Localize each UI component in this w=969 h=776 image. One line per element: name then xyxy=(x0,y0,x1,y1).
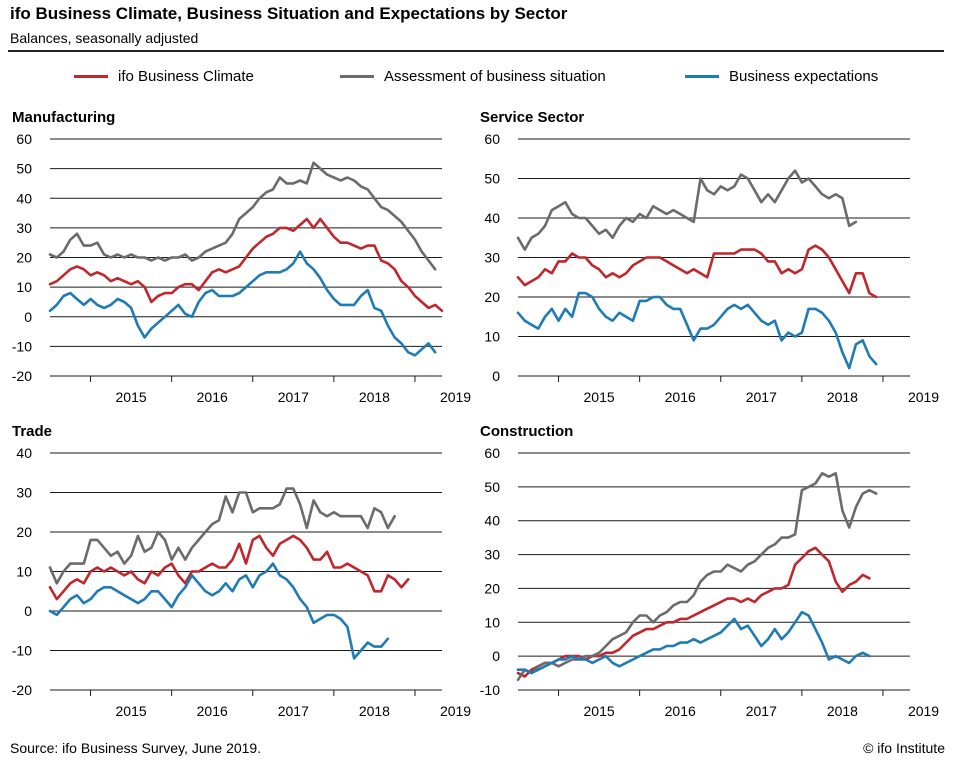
legend-item-expectations: Business expectations xyxy=(685,68,878,85)
chart-construction-svg: Construction -10 0 10 20 30 40 50 60 2015 2016 2017… xyxy=(480,423,940,719)
series-line-climate xyxy=(516,244,878,299)
x-tick-label: 2018 xyxy=(359,703,390,719)
y-tick-label: 0 xyxy=(24,603,32,619)
y-tick-label: 10 xyxy=(16,279,32,295)
series-line-situation xyxy=(48,487,397,585)
y-tick-label: 50 xyxy=(16,161,32,177)
y-tick-label: 60 xyxy=(484,445,500,461)
y-tick-label: -20 xyxy=(12,368,32,384)
copyright-note: © ifo Institute xyxy=(863,740,945,756)
x-tick-label: 2015 xyxy=(584,703,615,719)
chart-trade-svg: Trade -20 -10 0 10 20 30 40 2015 2016 2017 2018 2019 xyxy=(12,423,472,719)
series-line-climate xyxy=(48,534,410,601)
series-line-climate xyxy=(48,217,444,313)
x-tick-label: 2016 xyxy=(665,703,696,719)
legend-label-situation: Assessment of business situation xyxy=(384,68,606,85)
y-tick-label: 40 xyxy=(16,445,32,461)
series-line-expectations xyxy=(516,610,871,675)
legend-swatch-climate xyxy=(74,75,108,78)
y-tick-label: 10 xyxy=(484,329,500,345)
y-tick-label: 60 xyxy=(16,131,32,147)
y-tick-label: 50 xyxy=(484,171,500,187)
y-tick-label: 20 xyxy=(484,289,500,305)
legend-item-situation: Assessment of business situation xyxy=(340,68,606,85)
chart-construction-title: Construction xyxy=(480,423,573,440)
x-tick-label: 2017 xyxy=(278,389,309,405)
y-tick-label: 10 xyxy=(484,614,500,630)
series-line-expectations xyxy=(48,562,390,660)
legend-swatch-situation xyxy=(340,75,374,78)
legend-label-climate: ifo Business Climate xyxy=(118,68,254,85)
y-tick-label: -10 xyxy=(12,338,32,354)
chart-trade: Trade -20 -10 0 10 20 30 40 2015 2016 2017 2018 2019 xyxy=(10,418,472,724)
y-tick-label: 20 xyxy=(16,524,32,540)
x-tick-label: 2016 xyxy=(197,389,228,405)
y-tick-label: 40 xyxy=(16,190,32,206)
legend-label-expectations: Business expectations xyxy=(729,68,879,85)
x-tick-label: 2016 xyxy=(197,703,228,719)
series-line-expectations xyxy=(48,250,437,357)
page-subtitle: Balances, seasonally adjusted xyxy=(10,30,199,46)
chart-manufacturing-title: Manufacturing xyxy=(12,109,115,126)
x-tick-label: 2018 xyxy=(359,389,390,405)
chart-trade-title: Trade xyxy=(12,423,52,440)
x-tick-label: 2016 xyxy=(665,389,696,405)
x-tick-label: 2019 xyxy=(440,703,471,719)
series-line-climate xyxy=(516,546,871,678)
chart-service-sector-svg: Service Sector 0 10 20 30 40 50 60 2015 2016 2017 2… xyxy=(480,109,939,405)
x-tick-label: 2017 xyxy=(746,703,777,719)
page-title: ifo Business Climate, Business Situation… xyxy=(10,4,568,23)
series-line-expectations xyxy=(516,291,878,370)
y-tick-label: 10 xyxy=(16,564,32,580)
legend: ifo Business Climate Assessment of busin… xyxy=(0,68,969,90)
chart-manufacturing: Manufacturing -20 -10 0 10 20 30 40 50 60 2015 2016… xyxy=(10,104,472,410)
x-tick-label: 2019 xyxy=(440,389,471,405)
y-tick-label: -10 xyxy=(480,682,500,698)
y-tick-label: 30 xyxy=(484,250,500,266)
x-tick-label: 2018 xyxy=(827,703,858,719)
y-tick-label: -20 xyxy=(12,682,32,698)
source-note: Source: ifo Business Survey, June 2019. xyxy=(10,740,262,756)
series-line-situation xyxy=(516,471,878,682)
y-tick-label: 30 xyxy=(16,220,32,236)
x-tick-label: 2015 xyxy=(116,389,147,405)
y-tick-label: -10 xyxy=(12,643,32,659)
chart-construction: Construction -10 0 10 20 30 40 50 60 2015 2016 2017… xyxy=(478,418,940,724)
x-tick-label: 2019 xyxy=(908,389,939,405)
y-tick-label: 0 xyxy=(492,368,500,384)
chart-manufacturing-svg: Manufacturing -20 -10 0 10 20 30 40 50 60 2015 2016… xyxy=(12,109,472,405)
legend-item-climate: ifo Business Climate xyxy=(74,68,254,85)
legend-swatch-expectations xyxy=(685,75,719,78)
y-tick-label: 30 xyxy=(484,547,500,563)
x-tick-label: 2015 xyxy=(116,703,147,719)
x-tick-label: 2015 xyxy=(584,389,615,405)
chart-service-sector-title: Service Sector xyxy=(480,109,584,126)
x-tick-label: 2019 xyxy=(908,703,939,719)
chart-service-sector: Service Sector 0 10 20 30 40 50 60 2015 2016 2017 2… xyxy=(478,104,939,410)
y-tick-label: 20 xyxy=(16,250,32,266)
title-divider xyxy=(8,50,944,52)
y-tick-label: 0 xyxy=(24,309,32,325)
y-tick-label: 50 xyxy=(484,479,500,495)
series-line-situation xyxy=(48,161,437,271)
y-tick-label: 40 xyxy=(484,513,500,529)
x-tick-label: 2017 xyxy=(746,389,777,405)
x-tick-label: 2017 xyxy=(278,703,309,719)
y-tick-label: 0 xyxy=(492,648,500,664)
y-tick-label: 60 xyxy=(484,131,500,147)
series-line-situation xyxy=(516,169,858,251)
y-tick-label: 30 xyxy=(16,485,32,501)
y-tick-label: 40 xyxy=(484,210,500,226)
y-tick-label: 20 xyxy=(484,580,500,596)
x-tick-label: 2018 xyxy=(827,389,858,405)
